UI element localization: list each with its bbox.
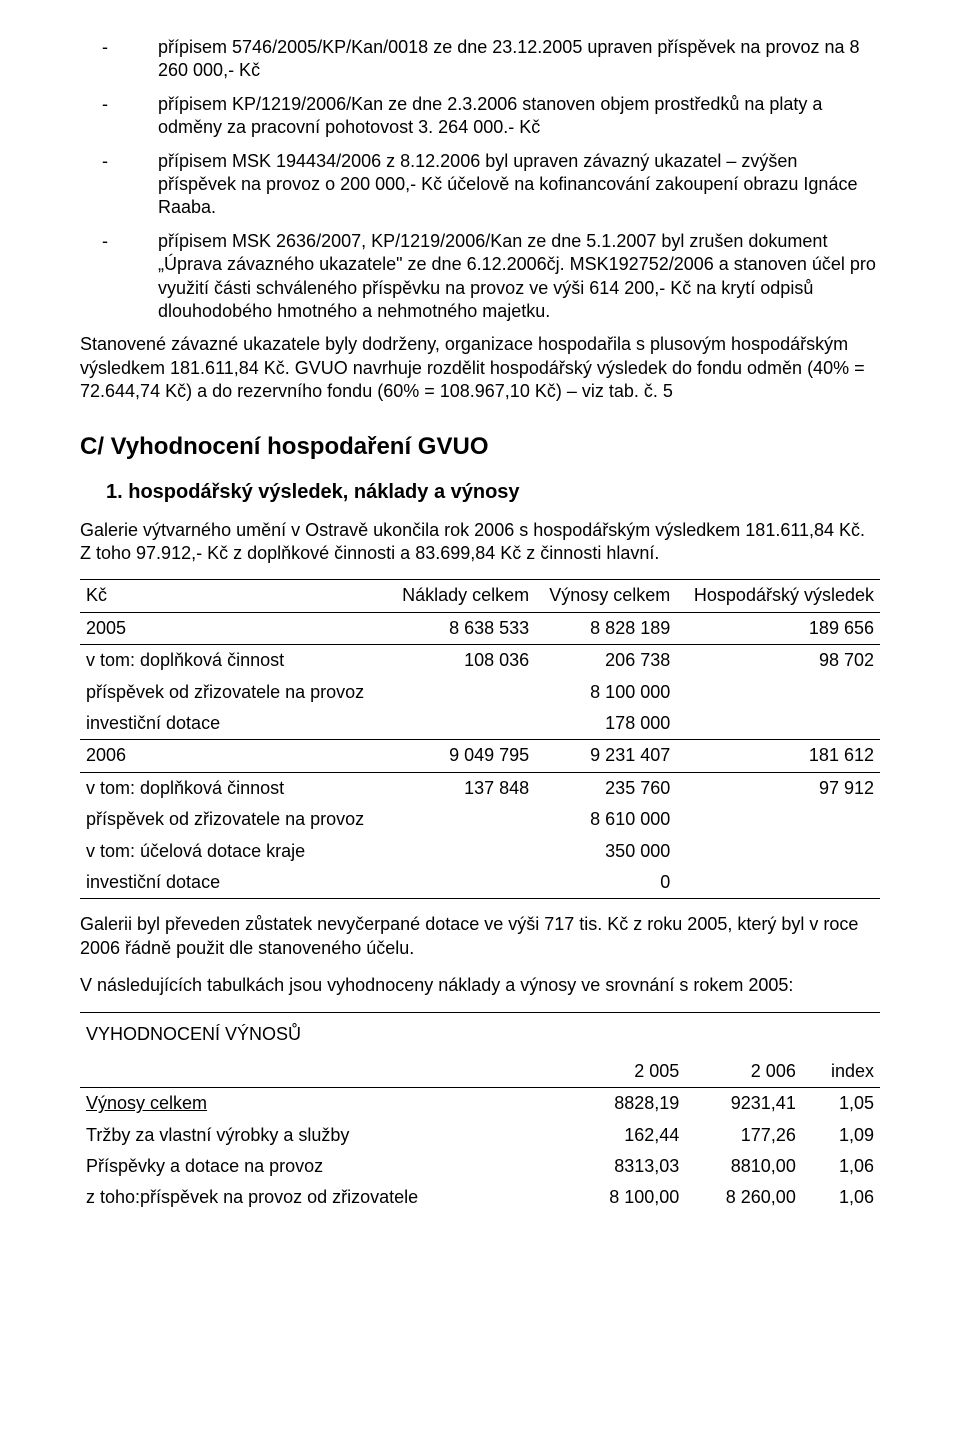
paragraph-summary: Stanovené závazné ukazatele byly dodržen… [80, 333, 880, 403]
table-cell: Příspěvky a dotace na provoz [80, 1151, 569, 1182]
table-header-cell: 2 006 [685, 1050, 802, 1088]
table-cell: 8 100 000 [535, 677, 676, 708]
bullet-text: přípisem 5746/2005/KP/Kan/0018 ze dne 23… [158, 36, 880, 83]
table-cell: 8 260,00 [685, 1182, 802, 1213]
financial-table: KčNáklady celkemVýnosy celkemHospodářský… [80, 579, 880, 899]
bullet-list: -přípisem 5746/2005/KP/Kan/0018 ze dne 2… [80, 36, 880, 323]
table-cell: příspěvek od zřizovatele na provoz [80, 804, 388, 835]
table-title: VYHODNOCENÍ VÝNOSŮ [80, 1012, 880, 1050]
table-cell: 8828,19 [569, 1088, 686, 1120]
table-cell: 2006 [80, 740, 388, 772]
table-cell [676, 677, 880, 708]
table-cell: 189 656 [676, 612, 880, 644]
table-cell [676, 708, 880, 740]
table-cell: 8 610 000 [535, 804, 676, 835]
table-cell: 9 231 407 [535, 740, 676, 772]
table-cell [676, 836, 880, 867]
table-cell: 1,09 [802, 1120, 880, 1151]
table-header-cell: 2 005 [569, 1050, 686, 1088]
table-cell [676, 804, 880, 835]
table-cell: 8 100,00 [569, 1182, 686, 1213]
table-cell: 9 049 795 [388, 740, 535, 772]
bullet-dash: - [80, 230, 158, 324]
table-header-cell [80, 1050, 569, 1088]
table-header-cell: Náklady celkem [388, 580, 535, 612]
bullet-dash: - [80, 36, 158, 83]
table-header-cell: Výnosy celkem [535, 580, 676, 612]
bullet-dash: - [80, 93, 158, 140]
table-cell: 137 848 [388, 772, 535, 804]
table-cell: 2005 [80, 612, 388, 644]
table-cell: příspěvek od zřizovatele na provoz [80, 677, 388, 708]
table-cell: Tržby za vlastní výrobky a služby [80, 1120, 569, 1151]
table-cell: z toho:příspěvek na provoz od zřizovatel… [80, 1182, 569, 1213]
bullet-dash: - [80, 150, 158, 220]
table-cell: 177,26 [685, 1120, 802, 1151]
table-cell: 8 638 533 [388, 612, 535, 644]
table-cell: 1,06 [802, 1182, 880, 1213]
table-cell [388, 867, 535, 899]
table-cell: 0 [535, 867, 676, 899]
revenue-evaluation-table: VYHODNOCENÍ VÝNOSŮ2 0052 006index Výnosy … [80, 1012, 880, 1214]
bullet-item: -přípisem KP/1219/2006/Kan ze dne 2.3.20… [80, 93, 880, 140]
table-cell [388, 708, 535, 740]
table-cell: 178 000 [535, 708, 676, 740]
table-cell: v tom: účelová dotace kraje [80, 836, 388, 867]
table-cell: 8313,03 [569, 1151, 686, 1182]
bullet-item: -přípisem MSK 194434/2006 z 8.12.2006 by… [80, 150, 880, 220]
document-page: -přípisem 5746/2005/KP/Kan/0018 ze dne 2… [0, 0, 960, 1442]
table-header-cell: index [802, 1050, 880, 1088]
paragraph-intro: Galerie výtvarného umění v Ostravě ukonč… [80, 519, 880, 566]
table-cell [388, 677, 535, 708]
table-cell [388, 804, 535, 835]
table-header-cell: Hospodářský výsledek [676, 580, 880, 612]
table-cell: 108 036 [388, 645, 535, 677]
table-cell: investiční dotace [80, 867, 388, 899]
table-cell: 162,44 [569, 1120, 686, 1151]
table-cell: 98 702 [676, 645, 880, 677]
section-heading-c: C/ Vyhodnocení hospodaření GVUO [80, 431, 880, 462]
table-cell: 350 000 [535, 836, 676, 867]
table-header-cell: Kč [80, 580, 388, 612]
table-cell: 235 760 [535, 772, 676, 804]
table-cell: v tom: doplňková činnost [80, 645, 388, 677]
table-cell: investiční dotace [80, 708, 388, 740]
table-cell: 97 912 [676, 772, 880, 804]
table-cell [388, 836, 535, 867]
table-cell: 8 828 189 [535, 612, 676, 644]
bullet-item: -přípisem 5746/2005/KP/Kan/0018 ze dne 2… [80, 36, 880, 83]
paragraph-tables-intro: V následujících tabulkách jsou vyhodnoce… [80, 974, 880, 997]
table-cell: 181 612 [676, 740, 880, 772]
table-cell: 9231,41 [685, 1088, 802, 1120]
table-cell: 206 738 [535, 645, 676, 677]
paragraph-carryover: Galerii byl převeden zůstatek nevyčerpan… [80, 913, 880, 960]
table-cell: 8810,00 [685, 1151, 802, 1182]
bullet-text: přípisem KP/1219/2006/Kan ze dne 2.3.200… [158, 93, 880, 140]
subsection-heading-1: 1. hospodářský výsledek, náklady a výnos… [80, 479, 880, 505]
table-cell: v tom: doplňková činnost [80, 772, 388, 804]
table-cell: 1,05 [802, 1088, 880, 1120]
bullet-text: přípisem MSK 194434/2006 z 8.12.2006 byl… [158, 150, 880, 220]
table-cell: Výnosy celkem [80, 1088, 569, 1120]
table-cell: 1,06 [802, 1151, 880, 1182]
bullet-text: přípisem MSK 2636/2007, KP/1219/2006/Kan… [158, 230, 880, 324]
table-cell [676, 867, 880, 899]
bullet-item: -přípisem MSK 2636/2007, KP/1219/2006/Ka… [80, 230, 880, 324]
